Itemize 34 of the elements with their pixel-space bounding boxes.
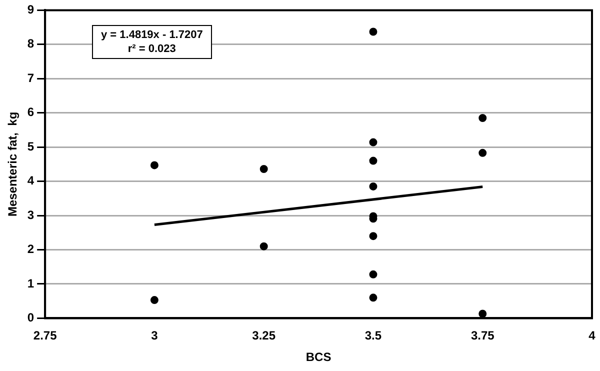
y-axis-title: Mesenteric fat, kg (6, 112, 20, 217)
y-tick-label: 1 (27, 276, 34, 290)
point (150, 296, 158, 304)
point (260, 164, 268, 173)
y-tick-label: 7 (27, 70, 34, 85)
point (260, 242, 268, 250)
x-tick-label: 4 (588, 328, 596, 343)
x-tick-label: 3.75 (470, 328, 495, 343)
point (369, 232, 378, 240)
y-tick-label: 0 (27, 310, 34, 325)
x-tick-label: 3.25 (252, 328, 276, 343)
x-tick-label: 2.75 (33, 328, 58, 343)
y-tick-label: 8 (27, 36, 34, 51)
y-tick-label: 4 (27, 174, 34, 188)
point (478, 114, 487, 122)
y-tick-label: 2 (27, 242, 34, 256)
y-tick-label: 3 (27, 208, 34, 222)
y-tick-label: 6 (27, 105, 34, 120)
point (369, 182, 378, 190)
x-axis-title: BCS (306, 350, 332, 364)
point (478, 310, 487, 318)
y-tick-label: 5 (27, 139, 34, 154)
point (369, 294, 378, 302)
y-tick-label: 9 (27, 2, 34, 17)
x-tick-label: 3 (151, 328, 158, 343)
point (369, 138, 378, 146)
x-tick-label: 3.5 (364, 328, 382, 343)
point (478, 148, 487, 157)
point (369, 156, 378, 165)
point (369, 28, 378, 36)
annotation: y = 1.4819x - 1.7207 (101, 28, 203, 42)
point (150, 161, 158, 170)
annotation: r² = 0.023 (126, 42, 177, 56)
point (369, 270, 378, 278)
